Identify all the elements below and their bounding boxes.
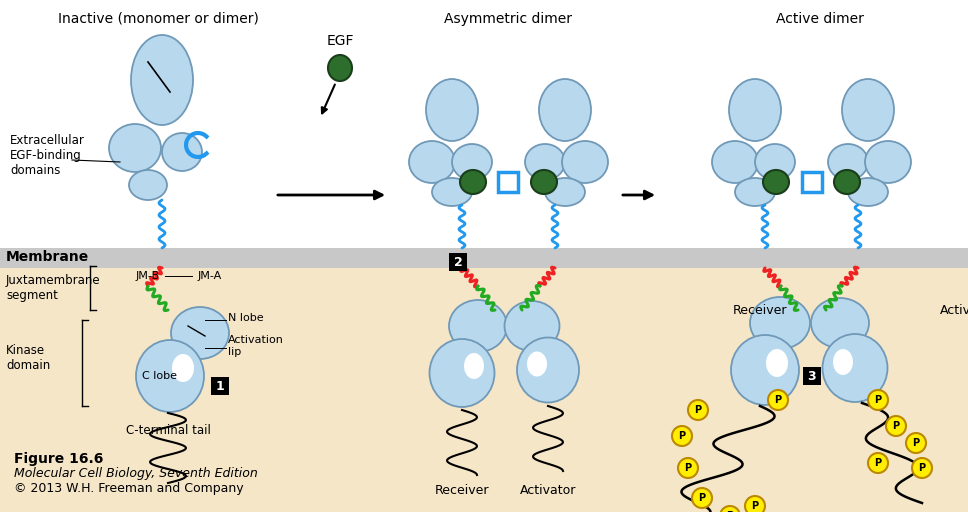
Ellipse shape <box>842 79 894 141</box>
Text: JM-A: JM-A <box>198 271 223 281</box>
Ellipse shape <box>823 334 888 402</box>
Ellipse shape <box>432 178 472 206</box>
Ellipse shape <box>712 141 758 183</box>
Ellipse shape <box>545 178 585 206</box>
Ellipse shape <box>833 349 853 375</box>
Ellipse shape <box>729 79 781 141</box>
FancyBboxPatch shape <box>803 367 821 385</box>
Text: Activator: Activator <box>520 483 576 497</box>
Ellipse shape <box>750 297 810 349</box>
Circle shape <box>868 390 888 410</box>
Ellipse shape <box>136 340 204 412</box>
Text: Receiver: Receiver <box>435 483 489 497</box>
Ellipse shape <box>460 170 486 194</box>
Text: P: P <box>919 463 925 473</box>
FancyBboxPatch shape <box>211 377 229 395</box>
Ellipse shape <box>527 352 547 376</box>
Text: © 2013 W.H. Freeman and Company: © 2013 W.H. Freeman and Company <box>14 482 244 495</box>
FancyBboxPatch shape <box>802 172 822 192</box>
Ellipse shape <box>834 170 860 194</box>
Circle shape <box>886 416 906 436</box>
Circle shape <box>912 458 932 478</box>
Ellipse shape <box>171 307 229 359</box>
Ellipse shape <box>763 170 789 194</box>
Circle shape <box>768 390 788 410</box>
Text: Asymmetric dimer: Asymmetric dimer <box>444 12 572 26</box>
FancyBboxPatch shape <box>449 253 467 271</box>
Ellipse shape <box>562 141 608 183</box>
Text: Molecular Cell Biology, Seventh Edition: Molecular Cell Biology, Seventh Edition <box>14 467 257 480</box>
Ellipse shape <box>828 144 868 180</box>
Text: P: P <box>694 405 702 415</box>
Ellipse shape <box>525 144 565 180</box>
Circle shape <box>745 496 765 512</box>
Ellipse shape <box>409 141 455 183</box>
Bar <box>0 0 968 248</box>
Ellipse shape <box>464 353 484 379</box>
Ellipse shape <box>755 144 795 180</box>
Ellipse shape <box>531 170 557 194</box>
Circle shape <box>688 400 708 420</box>
Circle shape <box>692 488 712 508</box>
Ellipse shape <box>848 178 888 206</box>
Text: 2: 2 <box>454 255 463 268</box>
Text: Activator: Activator <box>940 304 968 316</box>
Text: Receiver: Receiver <box>733 304 787 316</box>
Ellipse shape <box>865 141 911 183</box>
Ellipse shape <box>452 144 492 180</box>
Text: C-terminal tail: C-terminal tail <box>126 423 210 437</box>
Text: P: P <box>726 511 734 512</box>
Ellipse shape <box>731 335 799 405</box>
Text: Membrane: Membrane <box>6 250 89 264</box>
Text: 1: 1 <box>216 379 225 393</box>
Circle shape <box>720 506 740 512</box>
Circle shape <box>672 426 692 446</box>
Text: Kinase
domain: Kinase domain <box>6 344 50 372</box>
Ellipse shape <box>109 124 161 172</box>
Bar <box>0 248 968 268</box>
Ellipse shape <box>172 354 194 382</box>
Text: N lobe: N lobe <box>228 313 263 323</box>
Ellipse shape <box>504 301 560 351</box>
Text: EGF: EGF <box>326 34 353 48</box>
Text: Figure 16.6: Figure 16.6 <box>14 452 104 466</box>
Text: P: P <box>913 438 920 448</box>
Text: P: P <box>874 458 882 468</box>
Text: P: P <box>684 463 691 473</box>
Ellipse shape <box>517 337 579 402</box>
Text: Extracellular
EGF-binding
domains: Extracellular EGF-binding domains <box>10 134 85 177</box>
Ellipse shape <box>162 133 202 171</box>
Text: C lobe: C lobe <box>142 371 177 381</box>
Text: Juxtamembrane
segment: Juxtamembrane segment <box>6 274 101 302</box>
Ellipse shape <box>430 339 495 407</box>
Text: P: P <box>774 395 781 405</box>
Ellipse shape <box>766 349 788 377</box>
FancyBboxPatch shape <box>498 172 518 192</box>
Text: Active dimer: Active dimer <box>776 12 863 26</box>
Circle shape <box>678 458 698 478</box>
Text: P: P <box>751 501 759 511</box>
Text: 3: 3 <box>807 370 816 382</box>
Text: P: P <box>679 431 685 441</box>
Ellipse shape <box>735 178 775 206</box>
Text: JM-B: JM-B <box>136 271 160 281</box>
Text: Activation
lip: Activation lip <box>228 335 284 357</box>
Circle shape <box>868 453 888 473</box>
Ellipse shape <box>811 298 869 348</box>
Ellipse shape <box>328 55 352 81</box>
Text: Inactive (monomer or dimer): Inactive (monomer or dimer) <box>57 12 258 26</box>
Ellipse shape <box>426 79 478 141</box>
Circle shape <box>906 433 926 453</box>
Ellipse shape <box>449 300 507 352</box>
Bar <box>0 268 968 512</box>
Text: P: P <box>892 421 899 431</box>
Ellipse shape <box>129 170 167 200</box>
Ellipse shape <box>131 35 193 125</box>
Ellipse shape <box>539 79 591 141</box>
Text: P: P <box>699 493 706 503</box>
Text: P: P <box>874 395 882 405</box>
